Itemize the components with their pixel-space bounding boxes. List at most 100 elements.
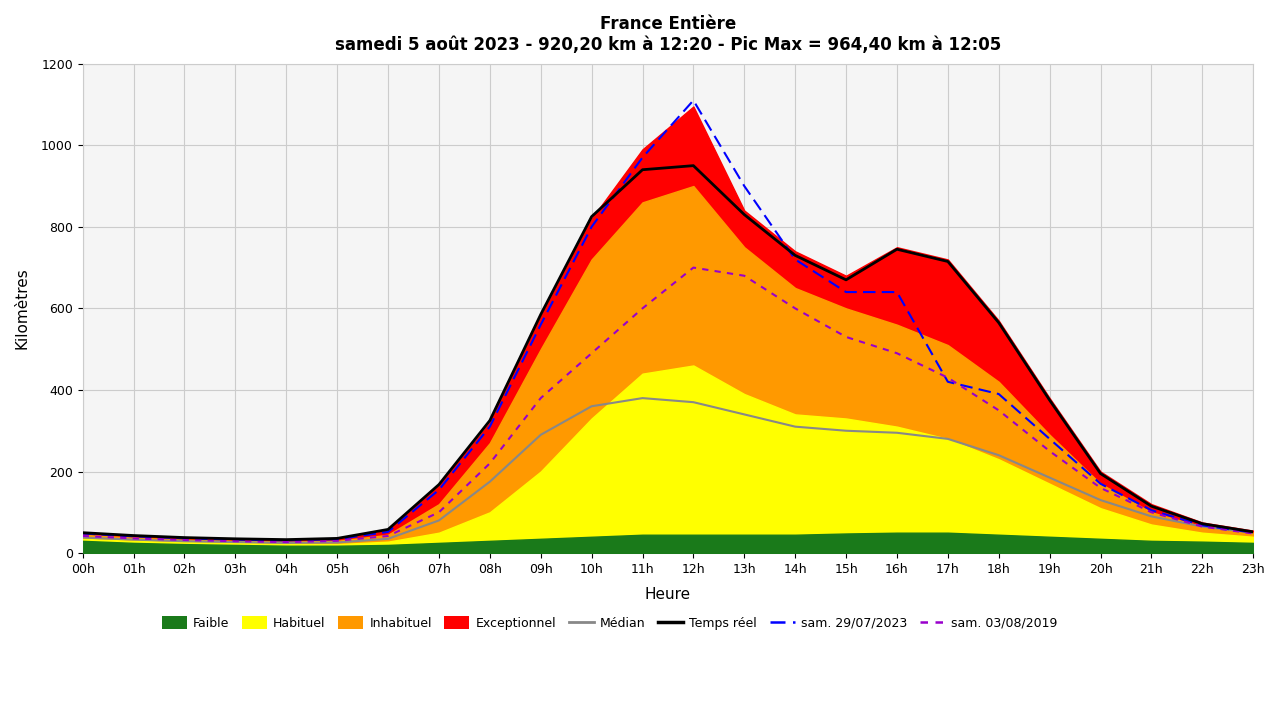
Médian <box>177 537 192 546</box>
sam. 03/08/2019 <box>1245 529 1261 538</box>
sam. 29/07/2023 <box>941 377 956 386</box>
sam. 29/07/2023 <box>686 96 701 105</box>
sam. 03/08/2019 <box>941 373 956 382</box>
Temps réel <box>838 275 854 284</box>
sam. 03/08/2019 <box>991 406 1006 415</box>
Médian <box>329 538 344 546</box>
Temps réel <box>125 531 141 540</box>
Médian <box>76 533 91 542</box>
sam. 29/07/2023 <box>1144 506 1160 515</box>
Temps réel <box>635 165 650 174</box>
sam. 03/08/2019 <box>228 537 243 546</box>
sam. 29/07/2023 <box>125 532 141 541</box>
sam. 03/08/2019 <box>890 349 905 357</box>
sam. 03/08/2019 <box>125 534 141 543</box>
sam. 29/07/2023 <box>1245 528 1261 537</box>
sam. 03/08/2019 <box>1144 508 1160 517</box>
Temps réel <box>1245 528 1261 536</box>
sam. 29/07/2023 <box>635 153 650 162</box>
Médian <box>1245 528 1261 537</box>
Temps réel <box>279 536 294 544</box>
sam. 29/07/2023 <box>431 485 447 494</box>
Médian <box>635 394 650 403</box>
Temps réel <box>991 319 1006 327</box>
Médian <box>787 422 803 431</box>
Legend: Faible, Habituel, Inhabituel, Exceptionnel, Médian, Temps réel, sam. 29/07/2023,: Faible, Habituel, Inhabituel, Exceptionn… <box>156 611 1062 635</box>
sam. 03/08/2019 <box>584 349 599 357</box>
sam. 29/07/2023 <box>76 529 91 538</box>
Temps réel <box>1042 396 1057 405</box>
Temps réel <box>329 534 344 543</box>
Temps réel <box>532 310 548 319</box>
sam. 03/08/2019 <box>177 536 192 544</box>
sam. 29/07/2023 <box>890 288 905 296</box>
Line: Médian: Médian <box>83 398 1253 543</box>
Médian <box>431 516 447 525</box>
sam. 29/07/2023 <box>532 321 548 329</box>
Médian <box>838 426 854 435</box>
sam. 03/08/2019 <box>1194 522 1210 531</box>
sam. 03/08/2019 <box>279 538 294 546</box>
sam. 03/08/2019 <box>635 304 650 313</box>
Médian <box>736 410 751 418</box>
sam. 29/07/2023 <box>329 535 344 544</box>
Line: sam. 29/07/2023: sam. 29/07/2023 <box>83 101 1253 541</box>
sam. 29/07/2023 <box>380 528 396 536</box>
sam. 29/07/2023 <box>228 536 243 544</box>
sam. 03/08/2019 <box>838 333 854 342</box>
Médian <box>890 429 905 437</box>
Médian <box>1144 512 1160 521</box>
Médian <box>991 451 1006 459</box>
sam. 03/08/2019 <box>787 304 803 313</box>
Temps réel <box>584 212 599 221</box>
sam. 03/08/2019 <box>1093 483 1108 492</box>
X-axis label: Heure: Heure <box>645 587 691 602</box>
sam. 29/07/2023 <box>736 182 751 191</box>
Temps réel <box>431 480 447 489</box>
Médian <box>125 536 141 544</box>
Temps réel <box>1194 519 1210 528</box>
Y-axis label: Kilomètres: Kilomètres <box>15 267 29 349</box>
Médian <box>1194 522 1210 531</box>
Temps réel <box>380 525 396 533</box>
sam. 03/08/2019 <box>329 536 344 545</box>
sam. 29/07/2023 <box>177 534 192 543</box>
sam. 29/07/2023 <box>483 422 498 431</box>
Médian <box>228 538 243 546</box>
Temps réel <box>736 210 751 219</box>
Title: France Entière
samedi 5 août 2023 - 920,20 km à 12:20 - Pic Max = 964,40 km à 12: France Entière samedi 5 août 2023 - 920,… <box>335 15 1001 54</box>
Temps réel <box>228 534 243 543</box>
sam. 03/08/2019 <box>483 459 498 467</box>
Temps réel <box>890 245 905 254</box>
sam. 29/07/2023 <box>1093 480 1108 488</box>
sam. 03/08/2019 <box>76 531 91 540</box>
Médian <box>380 534 396 543</box>
sam. 29/07/2023 <box>1042 434 1057 443</box>
Line: sam. 03/08/2019: sam. 03/08/2019 <box>83 267 1253 542</box>
sam. 03/08/2019 <box>532 394 548 403</box>
sam. 29/07/2023 <box>1194 521 1210 530</box>
sam. 03/08/2019 <box>431 508 447 517</box>
Médian <box>532 431 548 439</box>
Médian <box>483 477 498 486</box>
Médian <box>584 402 599 411</box>
Médian <box>1042 473 1057 482</box>
Temps réel <box>787 251 803 260</box>
Temps réel <box>941 257 956 266</box>
sam. 03/08/2019 <box>1042 446 1057 455</box>
Temps réel <box>1093 470 1108 478</box>
sam. 29/07/2023 <box>838 288 854 296</box>
Temps réel <box>1144 502 1160 510</box>
sam. 29/07/2023 <box>991 390 1006 398</box>
sam. 03/08/2019 <box>686 263 701 272</box>
Temps réel <box>76 528 91 537</box>
Line: Temps réel: Temps réel <box>83 165 1253 540</box>
Temps réel <box>686 161 701 170</box>
sam. 03/08/2019 <box>380 531 396 540</box>
Temps réel <box>177 533 192 542</box>
Temps réel <box>483 416 498 425</box>
Médian <box>941 434 956 443</box>
Médian <box>686 398 701 406</box>
sam. 29/07/2023 <box>787 255 803 264</box>
sam. 29/07/2023 <box>584 222 599 231</box>
